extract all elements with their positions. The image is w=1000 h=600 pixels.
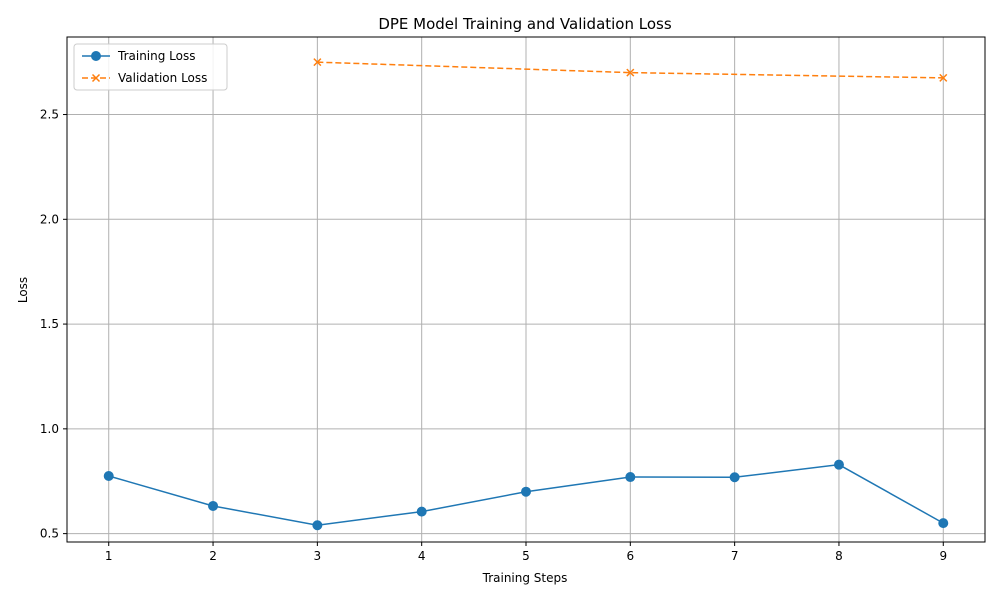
data-point — [416, 506, 427, 517]
data-point — [312, 520, 323, 531]
legend: Training Loss Validation Loss — [73, 43, 228, 91]
axis-ticks: 1 2 3 4 5 6 7 8 9 0.5 1.0 1.5 2.0 2.5 — [40, 108, 947, 563]
series-line — [317, 61, 944, 79]
x-tick-label: 5 — [522, 549, 530, 563]
legend-swatch-marker — [91, 51, 101, 61]
data-point — [103, 470, 114, 481]
x-tick-label: 6 — [626, 549, 634, 563]
series-layer — [103, 58, 949, 531]
x-tick-label: 1 — [105, 549, 113, 563]
data-point — [521, 486, 531, 497]
data-point — [625, 472, 636, 483]
chart-title: DPE Model Training and Validation Loss — [378, 15, 672, 33]
series-training-loss — [103, 459, 949, 531]
x-tick-label: 4 — [418, 549, 426, 563]
data-point — [938, 518, 949, 529]
data-point — [208, 500, 219, 511]
y-tick-label: 0.5 — [40, 527, 59, 541]
data-point — [313, 58, 322, 67]
legend-box — [73, 43, 228, 91]
marker-stroke — [91, 73, 101, 83]
x-axis-label: Training Steps — [482, 571, 568, 585]
data-point — [729, 472, 740, 483]
marker-stroke — [626, 68, 635, 77]
x-tick-label: 2 — [209, 549, 217, 563]
grid — [67, 37, 985, 542]
x-tick-label: 9 — [939, 549, 947, 563]
y-tick-label: 2.0 — [40, 212, 59, 226]
marker-stroke — [939, 73, 948, 82]
y-tick-label: 1.0 — [40, 422, 59, 436]
legend-label: Training Loss — [117, 49, 195, 63]
y-axis-label: Loss — [16, 277, 30, 303]
y-tick-label: 1.5 — [40, 317, 59, 331]
x-tick-label: 8 — [835, 549, 843, 563]
x-tick-label: 3 — [314, 549, 322, 563]
data-point — [833, 459, 844, 470]
legend-swatch-marker — [91, 73, 101, 83]
legend-label: Validation Loss — [118, 71, 207, 85]
data-point — [939, 73, 948, 82]
marker-stroke — [313, 58, 322, 67]
y-tick-label: 2.5 — [40, 108, 59, 122]
x-tick-label: 7 — [731, 549, 739, 563]
series-validation-loss — [313, 58, 948, 82]
data-point — [626, 68, 635, 77]
